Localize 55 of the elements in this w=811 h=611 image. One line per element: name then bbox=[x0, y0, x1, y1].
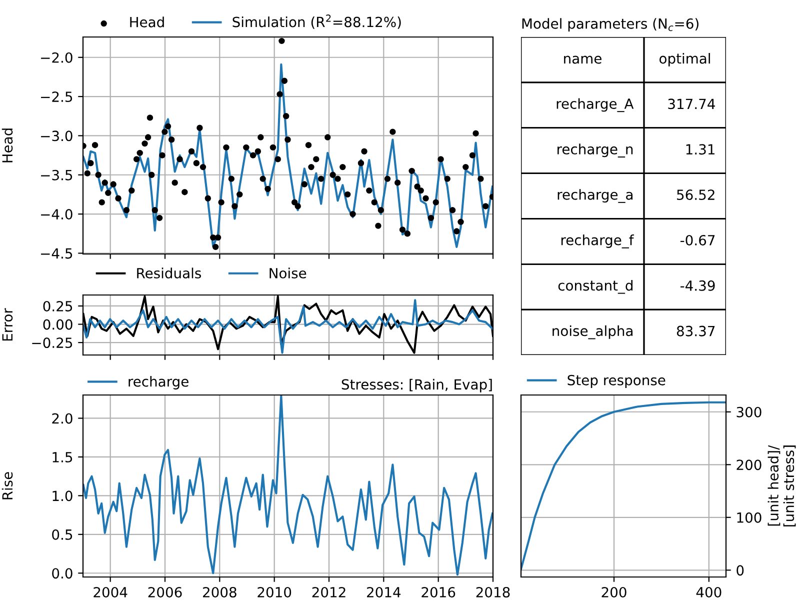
y-tick-label: 1.5 bbox=[52, 452, 72, 462]
y-tick-label: −0.25 bbox=[32, 338, 72, 348]
x-tick-label: 2012 bbox=[312, 586, 346, 598]
x-tick-label: 2016 bbox=[422, 586, 456, 598]
category-label: noise_alpha bbox=[552, 325, 632, 340]
legend-label: Residuals bbox=[137, 268, 201, 278]
text: 1.31 bbox=[686, 144, 714, 155]
y2-axis-title: [unit head]/ [unit stress] bbox=[768, 445, 796, 526]
category-label: recharge_f bbox=[561, 234, 634, 248]
y-tick-label: −2.5 bbox=[41, 92, 72, 102]
y-tick-label: −3.0 bbox=[41, 130, 72, 142]
x-tick-label: 2006 bbox=[148, 586, 182, 598]
y-tick-label: −3.5 bbox=[41, 170, 72, 180]
text: -0.67 bbox=[680, 234, 715, 246]
x-tick-label: 200 bbox=[602, 586, 626, 598]
category-label: constant_d bbox=[558, 280, 632, 294]
chart-title: Stresses: [Rain, Evap] bbox=[342, 378, 492, 392]
y-tick-label: 0.0 bbox=[52, 568, 72, 579]
x-tick-label: 2004 bbox=[94, 586, 128, 598]
y-tick-label: −4.0 bbox=[41, 209, 72, 220]
y-tick-label: 0.5 bbox=[52, 529, 72, 540]
y-axis-title: Rise bbox=[2, 472, 13, 500]
legend-label: recharge bbox=[128, 376, 188, 390]
y-axis-title: Head bbox=[2, 128, 13, 162]
y2-tick-label: 100 bbox=[737, 512, 762, 523]
text: -4.39 bbox=[680, 280, 715, 291]
y-tick-label: 0.25 bbox=[43, 300, 72, 312]
y-axis-title: Error bbox=[2, 308, 13, 341]
y-tick-label: −2.0 bbox=[41, 52, 72, 63]
text: 56.52 bbox=[677, 190, 714, 200]
x-tick-label: 2010 bbox=[258, 586, 292, 598]
x-tick-label: 400 bbox=[696, 586, 722, 598]
category-label: optimal bbox=[660, 52, 710, 66]
text: 317.74 bbox=[668, 98, 715, 110]
legend-label: Simulation (R$^{2}$=88.12%) bbox=[232, 14, 401, 29]
y2-tick-label: 0 bbox=[736, 565, 744, 576]
legend-label: Head bbox=[130, 16, 164, 28]
category-label: recharge_a bbox=[558, 189, 632, 203]
x-tick-label: 2018 bbox=[476, 586, 510, 598]
x-tick-label: 2008 bbox=[203, 586, 236, 598]
y-tick-label: −4.5 bbox=[41, 248, 72, 259]
category-label: recharge_n bbox=[558, 144, 633, 158]
text: Model parameters (N$_{c}$=6) bbox=[522, 18, 698, 32]
category-label: recharge_A bbox=[556, 98, 634, 112]
legend-label: Noise bbox=[270, 268, 306, 278]
y-tick-label: 0.00 bbox=[43, 319, 72, 330]
y-tick-label: 2.0 bbox=[52, 413, 72, 424]
line-series bbox=[521, 401, 726, 570]
category-label: name bbox=[564, 56, 602, 64]
x-tick-label: 2014 bbox=[367, 586, 401, 598]
y2-tick-label: 300 bbox=[736, 406, 762, 418]
text: 83.37 bbox=[676, 326, 715, 336]
y2-tick-label: 200 bbox=[736, 460, 762, 470]
y-tick-label: 1.0 bbox=[52, 490, 72, 502]
legend-label: Step response bbox=[568, 374, 666, 388]
